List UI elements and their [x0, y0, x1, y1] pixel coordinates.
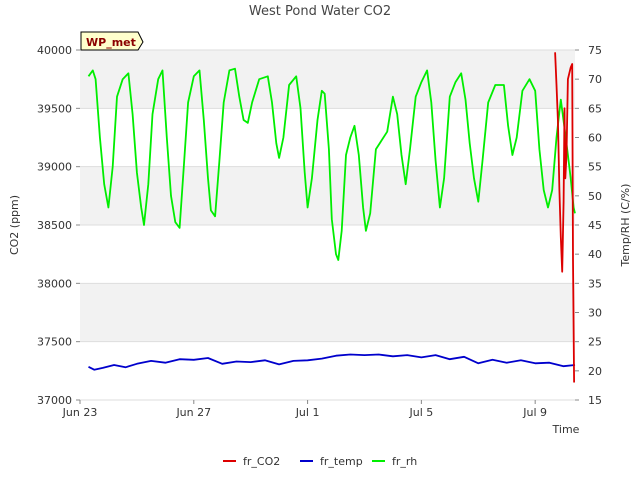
series-line-fr-temp: [88, 353, 576, 371]
station-badge-box: [80, 31, 144, 51]
y-left-tick-label: 39000: [37, 161, 72, 174]
y-left-tick-label: 39500: [37, 102, 72, 115]
x-tick-label: Jul 9: [522, 406, 547, 419]
plot-band: [80, 166, 575, 225]
y-axis-left-label: CO2 (ppm): [8, 195, 21, 255]
legend: fr_CO2 fr_temp fr_rh: [223, 455, 417, 468]
y-right-tick-label: 70: [588, 73, 602, 86]
axes: 37000 37500 38000 38500 39000 39500 40000 15 20 2…: [37, 44, 602, 419]
x-axis-label: Time: [552, 423, 580, 436]
y-left-tick-label: 37500: [37, 336, 72, 349]
x-tick-label: Jun 27: [175, 406, 211, 419]
legend-label: fr_temp: [320, 455, 363, 468]
y-right-tick-label: 40: [588, 248, 602, 261]
plot-band: [80, 225, 575, 284]
y-right-tick-label: 55: [588, 161, 602, 174]
x-tick-label: Jul 1: [295, 406, 320, 419]
plot-band: [80, 341, 575, 400]
y-axis-right-label: Temp/RH (C/%): [619, 184, 632, 268]
y-right-tick-label: 65: [588, 102, 602, 115]
series-line-fr-co2: [554, 52, 575, 383]
station-badge: WP_met: [80, 31, 144, 51]
chart-title: West Pond Water CO2: [249, 4, 391, 19]
y-left-tick-label: 37000: [37, 394, 72, 407]
x-tick-label: Jul 5: [408, 406, 433, 419]
plot-gridlines: [80, 49, 575, 401]
plot-band: [80, 283, 575, 342]
y-left-tick-label: 40000: [37, 44, 72, 57]
y-right-tick-label: 75: [588, 44, 602, 57]
series-line-fr-rh: [87, 67, 576, 261]
y-right-tick-label: 50: [588, 190, 602, 203]
series-layer: [87, 52, 576, 383]
y-right-tick-label: 60: [588, 132, 602, 145]
y-right-tick-label: 20: [588, 365, 602, 378]
y-left-tick-label: 38500: [37, 219, 72, 232]
y-right-tick-label: 15: [588, 394, 602, 407]
station-badge-label: WP_met: [86, 36, 136, 49]
y-right-tick-label: 45: [588, 219, 602, 232]
y-left-tick-label: 38000: [37, 277, 72, 290]
y-right-tick-label: 35: [588, 277, 602, 290]
legend-label: fr_CO2: [243, 455, 280, 468]
y-right-tick-label: 25: [588, 336, 602, 349]
legend-label: fr_rh: [392, 455, 417, 468]
y-right-tick-label: 30: [588, 307, 602, 320]
x-tick-label: Jun 23: [62, 406, 98, 419]
